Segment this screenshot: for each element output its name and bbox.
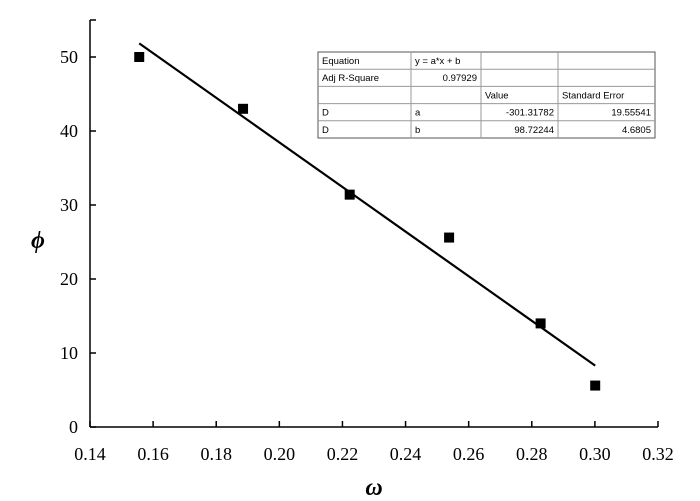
x-tick-label: 0.18 (200, 444, 232, 464)
data-point (344, 189, 355, 200)
table-border (317, 51, 656, 139)
y-axis-label: ϕ (31, 228, 45, 254)
table-cell: 0.97929 (443, 73, 477, 84)
y-tick-label: 50 (60, 47, 78, 67)
fit-line (138, 42, 596, 367)
x-tick-label: 0.32 (642, 444, 674, 464)
table-cell: y = a*x + b (415, 56, 460, 67)
y-tick-label: 10 (60, 343, 78, 363)
x-tick-label: 0.26 (453, 444, 485, 464)
data-point (134, 52, 145, 62)
table-cell: a (415, 108, 421, 119)
table-cell: Equation (322, 56, 360, 67)
data-point (444, 232, 455, 243)
x-tick-label: 0.14 (74, 444, 106, 464)
x-tick-label: 0.22 (327, 444, 359, 464)
table-cell: 4.6805 (622, 125, 651, 136)
x-tick-label: 0.30 (579, 444, 611, 464)
table-cell: b (415, 125, 420, 136)
table-cell: D (322, 125, 329, 136)
tick-labels: 0.14 0.16 0.18 0.20 0.22 0.24 0.26 0.28 0.30 0.32… (60, 47, 674, 464)
table-cell: D (322, 108, 329, 119)
x-tick-label: 0.28 (516, 444, 548, 464)
data-point (535, 318, 546, 329)
fit-line-group (138, 42, 596, 367)
y-tick-label: 30 (60, 195, 78, 215)
y-tick-label: 40 (60, 121, 78, 141)
table-cell: 98.72244 (514, 125, 554, 136)
table-cell: Standard Error (562, 90, 624, 101)
x-tick-label: 0.24 (390, 444, 422, 464)
table-cell: -301.31782 (506, 108, 554, 119)
y-tick-label: 20 (60, 269, 78, 289)
data-points (134, 52, 601, 391)
data-point (590, 380, 601, 391)
table-cell: 19.55541 (611, 108, 651, 119)
x-tick-label: 0.20 (264, 444, 296, 464)
fit-results-table: Equation y = a*x + b Adj R-Square 0.97929 Va… (317, 51, 656, 139)
x-tick-label: 0.16 (137, 444, 169, 464)
x-axis-label: ω (365, 475, 382, 501)
data-point (238, 103, 249, 114)
axes (89, 19, 659, 428)
y-tick-label: 0 (69, 417, 78, 437)
table-cell: Adj R-Square (322, 73, 379, 84)
table-cell: Value (485, 90, 509, 101)
